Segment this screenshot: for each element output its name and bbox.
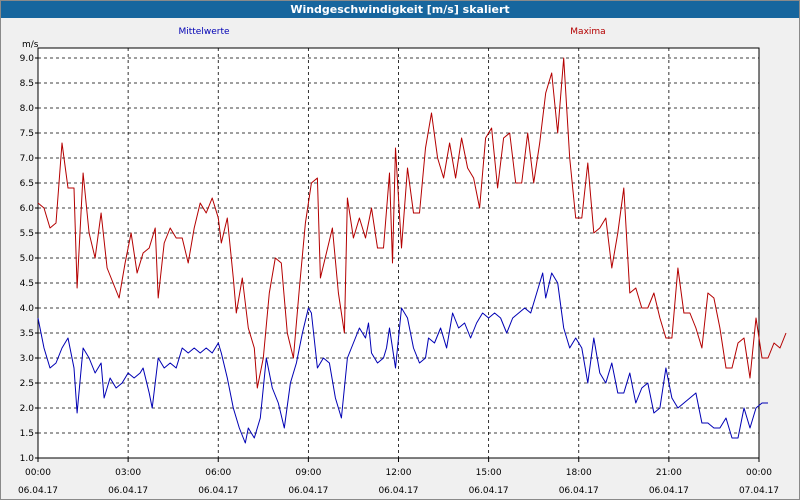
grid bbox=[38, 48, 759, 458]
x-tick-date: 06.04.17 bbox=[378, 486, 418, 496]
x-tick-time: 00:00 bbox=[25, 468, 51, 478]
x-tick-time: 15:00 bbox=[476, 468, 502, 478]
x-tick-date: 06.04.17 bbox=[469, 486, 509, 496]
y-tick-label: 2.5 bbox=[20, 379, 34, 389]
y-tick-label: 7.5 bbox=[20, 129, 34, 139]
legend-item-mittelwerte: Mittelwerte bbox=[178, 27, 229, 37]
x-tick-date: 06.04.17 bbox=[288, 486, 328, 496]
x-tick-time: 06:00 bbox=[205, 468, 231, 478]
series-line-maxima bbox=[37, 57, 787, 389]
x-tick-time: 00:00 bbox=[746, 468, 772, 478]
x-tick-date: 07.04.17 bbox=[739, 486, 779, 496]
y-tick-label: 2.0 bbox=[20, 404, 35, 414]
x-tick-time: 09:00 bbox=[295, 468, 321, 478]
legend: Mittelwerte Maxima bbox=[178, 27, 605, 37]
y-tick-label: 1.0 bbox=[20, 454, 35, 464]
x-tick-date: 06.04.17 bbox=[559, 486, 599, 496]
x-tick-time: 21:00 bbox=[656, 468, 682, 478]
y-tick-label: 8.5 bbox=[20, 79, 34, 89]
y-tick-label: 8.0 bbox=[20, 104, 35, 114]
y-tick-label: 5.0 bbox=[20, 254, 35, 264]
y-tick-label: 4.5 bbox=[20, 279, 34, 289]
x-tick-date: 06.04.17 bbox=[198, 486, 238, 496]
y-tick-label: 4.0 bbox=[20, 304, 35, 314]
y-tick-label: 3.0 bbox=[20, 354, 35, 364]
y-tick-label: 9.0 bbox=[20, 54, 35, 64]
series-line-mittelwerte bbox=[37, 272, 768, 444]
y-axis-label: m/s bbox=[22, 40, 39, 50]
y-tick-label: 5.5 bbox=[20, 229, 34, 239]
x-tick-time: 12:00 bbox=[386, 468, 412, 478]
legend-item-maxima: Maxima bbox=[570, 27, 605, 37]
window-title: Windgeschwindigkeit [m/s] skaliert bbox=[1, 1, 799, 18]
x-axis: 00:00 06.04.17 03:00 06.04.17 06:00 06.04.17 0… bbox=[18, 458, 779, 496]
series-lines bbox=[37, 57, 787, 444]
y-tick-label: 3.5 bbox=[20, 329, 34, 339]
x-tick-time: 18:00 bbox=[566, 468, 592, 478]
x-tick-date: 06.04.17 bbox=[649, 486, 689, 496]
x-tick-date: 06.04.17 bbox=[108, 486, 148, 496]
y-axis: 1.0 1.5 2.0 2.5 3.0 3.5 4.0 4.5 5.0 5.5 6.0 6.5 7.0 7… bbox=[20, 54, 38, 464]
x-tick-time: 03:00 bbox=[115, 468, 141, 478]
y-tick-label: 6.5 bbox=[20, 179, 34, 189]
y-tick-label: 1.5 bbox=[20, 429, 34, 439]
y-tick-label: 6.0 bbox=[20, 204, 35, 214]
y-tick-label: 7.0 bbox=[20, 154, 35, 164]
x-tick-date: 06.04.17 bbox=[18, 486, 58, 496]
